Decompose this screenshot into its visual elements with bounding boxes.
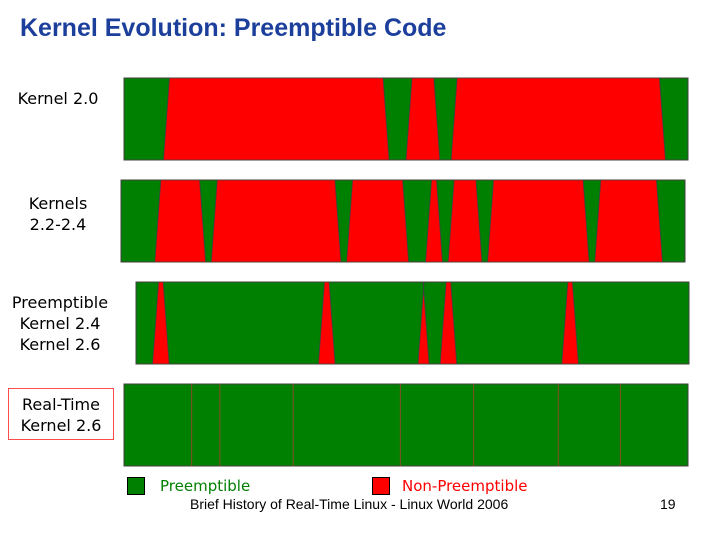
row-label-kernels-2-2-2-4: Kernels 2.2-2.4 [6,193,110,235]
legend-swatch-preemptible [127,477,145,495]
legend-label-preemptible: Preemptible [160,477,251,495]
non-preemptible-segment [405,77,441,161]
row-label-line: Kernel 2.6 [20,416,102,435]
non-preemptible-segment [154,179,207,263]
non-preemptible-segment [210,179,342,263]
non-preemptible-segment [163,77,390,161]
row-label-line: Preemptible [11,293,109,312]
non-preemptible-segment [594,179,663,263]
legend-label-non-preemptible: Non-Preemptible [402,477,528,495]
non-preemptible-segment [447,179,483,263]
non-preemptible-segment [487,179,590,263]
non-preemptible-segment [318,281,336,365]
slide-title: Kernel Evolution: Preemptible Code [20,14,447,42]
non-preemptible-segment [561,281,579,365]
row-label-kernel-2-0: Kernel 2.0 [6,88,110,109]
row-label-line: 2.2-2.4 [29,215,87,234]
non-preemptible-segment [346,179,410,263]
page-number: 19 [660,496,676,512]
row-label-line: Real-Time [22,395,100,414]
timeline-bar-preemptible-kernel-2-4 [135,281,690,365]
row-label-line: Kernels [28,194,88,213]
row-label-line: Kernel 2.0 [17,89,99,108]
non-preemptible-segment [439,281,458,365]
non-preemptible-segment [450,77,666,161]
timeline-bar-real-time-kernel-2-6 [123,383,689,467]
row-label-preemptible-kernel: Preemptible Kernel 2.4 Kernel 2.6 [4,292,116,355]
row-label-real-time-kernel: Real-Time Kernel 2.6 [8,388,114,440]
non-preemptible-segment [417,281,430,365]
row-label-line: Kernel 2.4 [19,314,101,333]
row-label-line: Kernel 2.6 [19,335,101,354]
non-preemptible-segment [152,281,170,365]
legend-swatch-non-preemptible [372,477,390,495]
footer-source: Brief History of Real-Time Linux - Linux… [190,496,509,512]
non-preemptible-segment [425,179,443,263]
